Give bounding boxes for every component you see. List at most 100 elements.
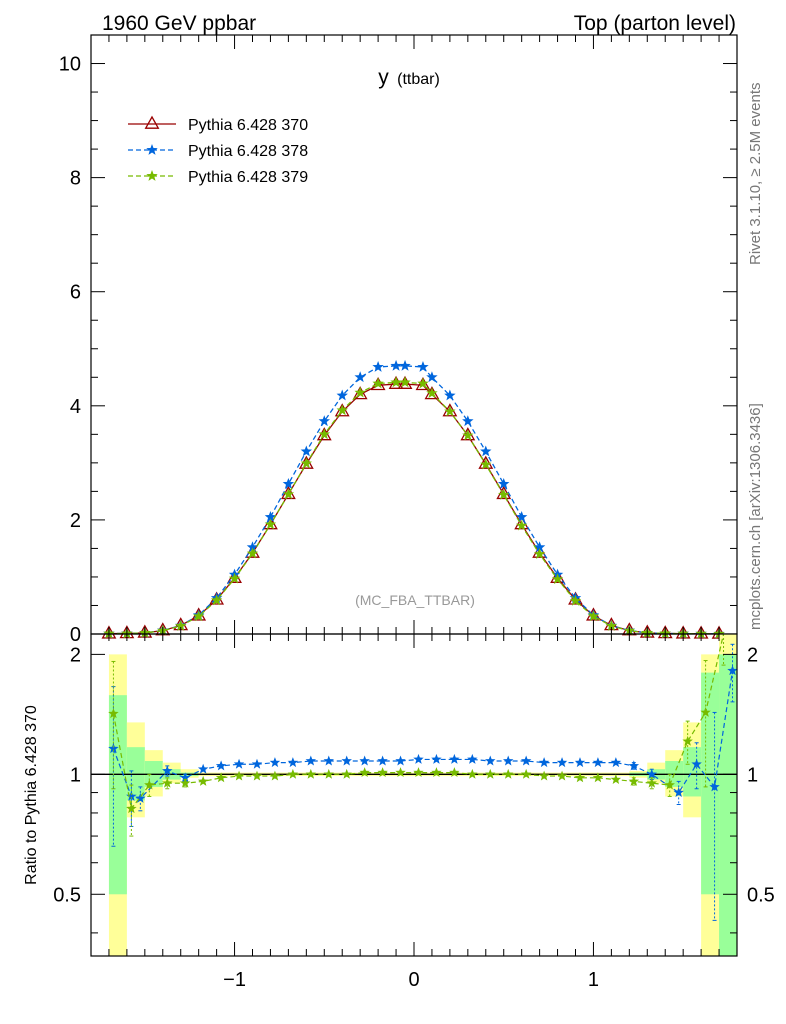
ratio-point-1 xyxy=(556,757,568,768)
ratio-point-2 xyxy=(251,770,263,781)
series-point-3 xyxy=(417,377,429,389)
main-title: y (ttbar) xyxy=(378,66,440,89)
ratio-point-2 xyxy=(162,777,173,788)
series-point-1 xyxy=(209,591,225,605)
ratio-point-2 xyxy=(287,768,299,779)
legend-label-2: Pythia 6.428 378 xyxy=(188,143,308,160)
header-right: Top (parton level) xyxy=(574,12,736,35)
ratio-ylabel: Ratio to Pythia 6.428 370 xyxy=(23,705,40,885)
ratio-point-1 xyxy=(610,757,622,768)
ratio-point-2 xyxy=(179,777,191,788)
ratio-point-2 xyxy=(126,803,137,814)
series-point-3 xyxy=(498,488,510,500)
ratio-point-1 xyxy=(538,757,550,768)
series-point-3 xyxy=(246,547,259,559)
series-point-2 xyxy=(533,541,546,553)
series-point-2 xyxy=(282,477,295,489)
header-left: 1960 GeV ppbar xyxy=(102,12,256,35)
ratio-point-1 xyxy=(108,743,119,754)
series-point-3 xyxy=(228,572,241,584)
ratio-point-1 xyxy=(709,781,720,792)
ratio-point-1 xyxy=(179,772,191,783)
series-point-3 xyxy=(480,458,492,470)
ratio-point-2 xyxy=(520,768,532,779)
ratio-point-1 xyxy=(628,760,640,771)
ratio-point-2 xyxy=(485,768,496,779)
ratio-point-1 xyxy=(359,755,370,766)
main-y-tick-label: 0 xyxy=(70,624,81,646)
ratio-band-green xyxy=(719,654,737,956)
ratio-point-2 xyxy=(502,768,514,779)
legend-label-3: Pythia 6.428 379 xyxy=(188,169,308,186)
series-point-3 xyxy=(390,376,402,388)
series-point-3 xyxy=(515,519,528,531)
series-point-3 xyxy=(318,428,330,440)
ratio-y-tick-label: 0.5 xyxy=(53,884,81,906)
main-y-tick-label: 2 xyxy=(70,510,81,532)
series-point-2 xyxy=(390,359,402,371)
legend-marker-1 xyxy=(144,115,160,129)
series-point-2 xyxy=(399,359,411,371)
ratio-point-1 xyxy=(673,787,684,798)
ratio-point-2 xyxy=(664,779,675,790)
ratio-point-1 xyxy=(287,757,299,768)
ratio-point-1 xyxy=(323,755,334,766)
ratio-point-1 xyxy=(197,763,209,774)
ratio-point-1 xyxy=(691,758,702,769)
ratio-point-2 xyxy=(197,775,209,786)
series-point-2 xyxy=(498,477,510,489)
ratio-point-1 xyxy=(520,755,532,766)
watermark: (MC_FBA_TTBAR) xyxy=(355,592,475,608)
ratio-point-1 xyxy=(251,758,263,769)
ratio-point-2 xyxy=(233,770,245,781)
series-point-3 xyxy=(569,594,582,606)
ratio-point-2 xyxy=(574,772,586,783)
ratio-point-1 xyxy=(269,757,281,768)
ratio-point-2 xyxy=(431,767,442,778)
ratio-point-1 xyxy=(467,753,478,764)
ratio-panel: 0.5 0.5 1 1 2 2 −1 0 1 Ratio to Pythia 6.428 37… xyxy=(23,633,775,991)
ratio-x-tick-label: 1 xyxy=(588,969,599,991)
main-y-tick-label: 4 xyxy=(70,396,81,418)
ratio-plot-area xyxy=(91,633,738,921)
ratio-point-1 xyxy=(485,755,496,766)
ratio-frame xyxy=(90,633,738,957)
ratio-point-1 xyxy=(502,755,514,766)
legend-marker-2 xyxy=(146,144,158,155)
series-point-3 xyxy=(354,386,366,398)
ratio-band-green xyxy=(701,672,720,895)
series-point-3 xyxy=(399,376,411,388)
ratio-point-1 xyxy=(592,757,604,768)
series-point-3 xyxy=(300,457,313,469)
ratio-point-2 xyxy=(646,777,657,788)
ratio-point-1 xyxy=(574,757,586,768)
series-point-3 xyxy=(175,620,187,631)
series-point-2 xyxy=(300,445,313,457)
ratio-point-2 xyxy=(359,767,370,778)
ratio-y-tick-label: 1 xyxy=(70,764,81,786)
series-point-2 xyxy=(444,389,456,401)
ratio-point-1 xyxy=(377,755,388,766)
ratio-point-1 xyxy=(646,768,657,779)
ratio-point-2 xyxy=(269,770,281,781)
series-point-1 xyxy=(568,591,583,605)
ratio-point-1 xyxy=(135,792,146,803)
series-point-1 xyxy=(352,386,368,400)
ratio-y-tick-label: 2 xyxy=(70,644,81,666)
ratio-point-2 xyxy=(108,708,119,719)
series-point-2 xyxy=(264,511,277,522)
ratio-point-2 xyxy=(449,767,460,778)
main-panel: 0 2 4 6 8 10 y (ttbar) (MC_FBA_TTBAR) Pythia … xyxy=(59,34,738,646)
series-point-3 xyxy=(426,387,438,399)
ratio-y-tick-label-right: 2 xyxy=(747,644,758,666)
ratio-y-tick-label-right: 1 xyxy=(747,764,758,786)
ratio-point-2 xyxy=(700,706,711,717)
ratio-point-2 xyxy=(305,768,317,779)
series-point-2 xyxy=(462,415,474,427)
ratio-y-axis: 0.5 0.5 1 1 2 2 xyxy=(53,644,775,934)
series-point-3 xyxy=(551,573,564,585)
main-y-tick-label: 8 xyxy=(70,168,81,190)
series-line-2 xyxy=(108,365,720,635)
ratio-point-2 xyxy=(413,767,424,778)
